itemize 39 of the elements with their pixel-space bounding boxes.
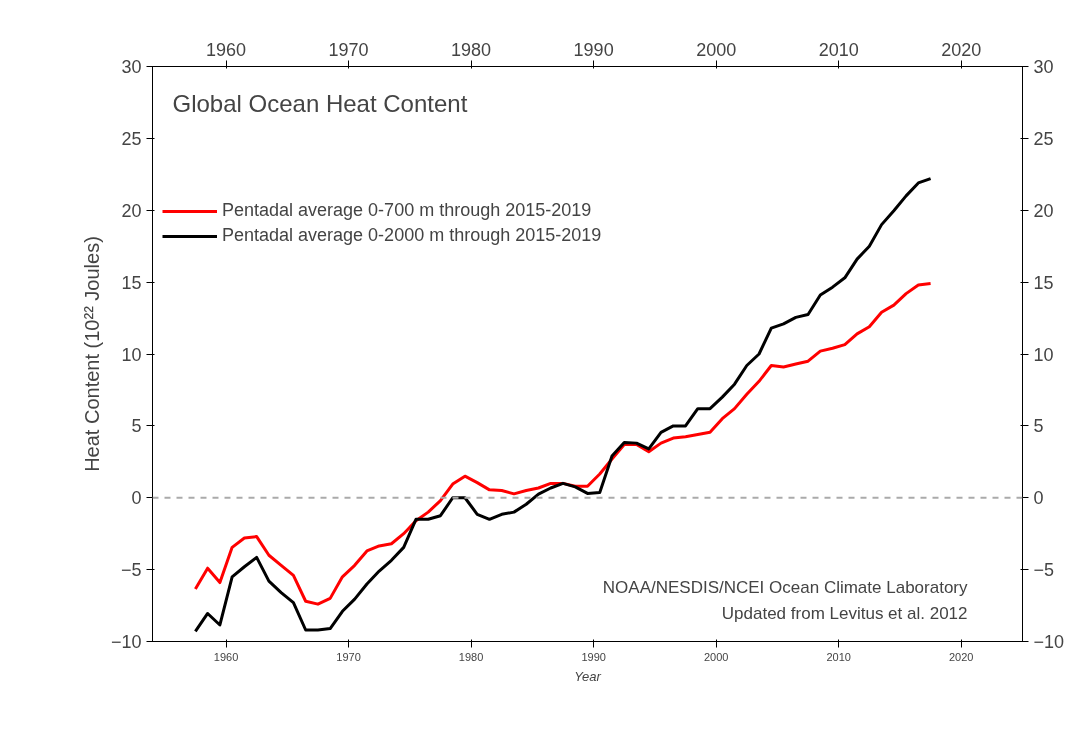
y2-tick-label: −5 [1033,560,1055,581]
x-tick-label: 2020 [941,39,982,60]
y2-tick-label: 10 [1033,344,1054,365]
y2-tick-label: −10 [1033,632,1065,652]
x-tick-label: 2000 [696,39,737,60]
y2-tick-label: 15 [1033,272,1054,293]
y2-tick-label: 0 [1033,488,1044,509]
y-tick-label: −10 [110,632,142,652]
x2-tick-label: 2000 [703,650,729,663]
x2-tick-label: 1980 [458,650,484,663]
x-tick-label: 2010 [818,39,859,60]
y-tick-label: 15 [121,272,142,293]
x2-tick-label: 1990 [581,650,606,663]
x2-tick-label: 1960 [213,650,239,663]
y-tick-label: 30 [121,57,142,77]
y-axis-title: Heat Content (10²² Joules) [80,236,103,472]
y-tick-label: 20 [121,200,142,221]
y2-tick-label: 20 [1033,200,1054,221]
y2-tick-label: 5 [1033,416,1044,437]
x-tick-label: 1990 [573,39,614,60]
x-tick-label: 1960 [206,39,247,60]
y2-tick-label: 30 [1033,57,1054,77]
y-tick-label: −5 [120,560,142,581]
y-tick-label: 10 [121,344,142,365]
text: Global Ocean Heat Content [172,89,468,117]
legend-label: Pentadal average 0-2000 m through 2015-2019 [222,225,602,246]
x-tick-label: 1980 [451,39,492,60]
legend-label: Pentadal average 0-700 m through 2015-2019 [222,200,592,221]
y2-tick-label: 25 [1033,128,1054,149]
x-axis-title: Year [574,668,602,684]
x-tick-label: 1970 [328,39,369,60]
x2-tick-label: 2020 [949,650,974,663]
annotation: NOAA/NESDIS/NCEI Ocean Climate Laboratory [602,577,968,597]
x2-tick-label: 2010 [826,650,851,663]
y-tick-label: 0 [131,488,142,509]
annotation: Updated from Levitus et al. 2012 [721,603,968,623]
x2-tick-label: 1970 [336,650,361,663]
y-tick-label: 25 [121,128,142,149]
y-tick-label: 5 [131,416,142,437]
